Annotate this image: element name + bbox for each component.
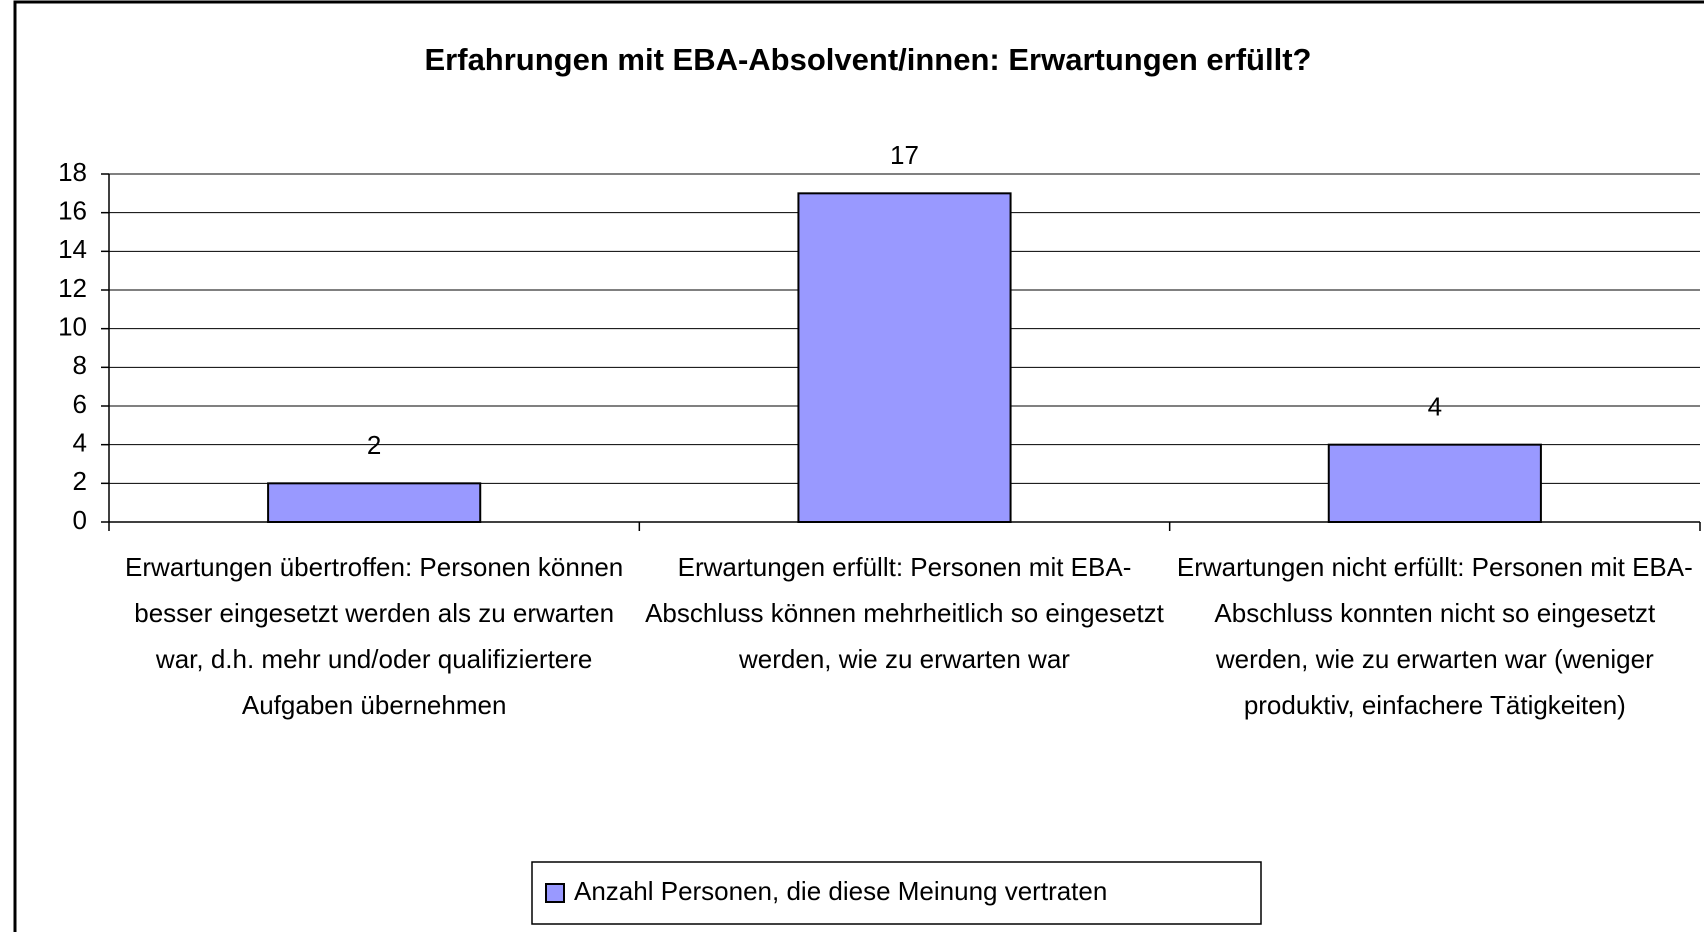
data-label: 2 (367, 430, 381, 460)
legend-box (531, 861, 1262, 925)
bar (797, 192, 1012, 523)
x-tick-label: Erwartungen erfüllt: Personen mit EBA-Ab… (645, 552, 1164, 674)
y-tick-label: 0 (73, 505, 87, 535)
y-tick-label: 4 (73, 428, 87, 458)
y-tick-label: 18 (58, 157, 87, 187)
legend-swatch (545, 883, 565, 903)
y-tick-label: 14 (58, 234, 87, 264)
x-tick-label: Erwartungen nicht erfüllt: Personen mit … (1176, 552, 1693, 720)
x-tick-label: Erwartungen übertroffen: Personen können… (125, 552, 624, 720)
y-tick-label: 6 (73, 389, 87, 419)
data-label: 17 (890, 140, 919, 170)
y-tick-label: 2 (73, 466, 87, 496)
chart-title: Erfahrungen mit EBA-Absolvent/innen: Erw… (425, 42, 1312, 77)
data-label: 4 (1428, 392, 1442, 422)
y-tick-label: 8 (73, 350, 87, 380)
legend-label: Anzahl Personen, die diese Meinung vertr… (574, 876, 1107, 906)
bar (1327, 443, 1542, 523)
chart-frame (13, 0, 1704, 932)
y-tick-label: 12 (58, 273, 87, 303)
y-tick-label: 16 (58, 196, 87, 226)
y-tick-label: 10 (58, 312, 87, 342)
bar (267, 482, 482, 524)
